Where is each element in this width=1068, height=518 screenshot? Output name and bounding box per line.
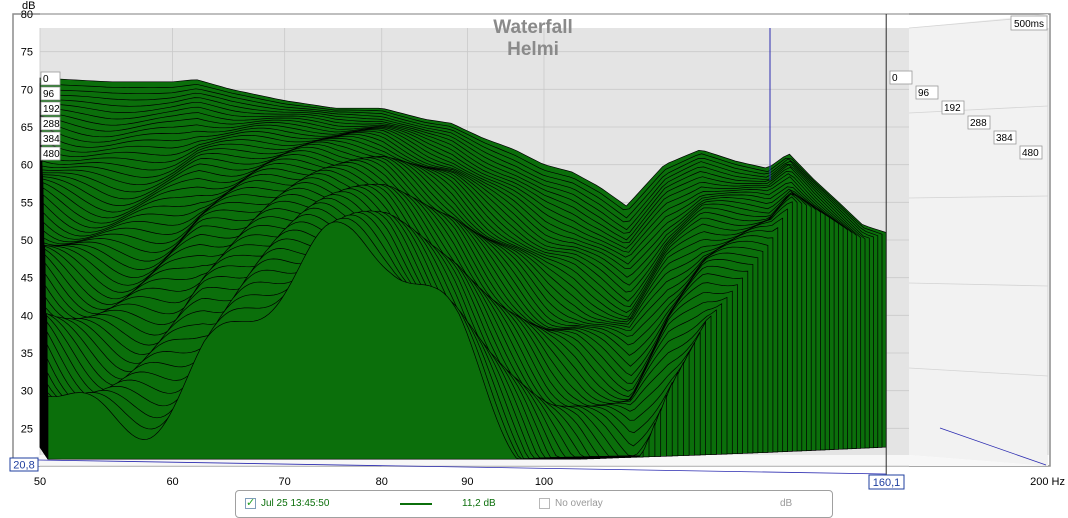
cursor-lines bbox=[37, 14, 1047, 475]
time-slice-label-right: 0 bbox=[892, 73, 898, 84]
time-slice-label-right: 288 bbox=[970, 118, 987, 129]
cursor-depth-line bbox=[939, 427, 1047, 466]
y-tick-label: 45 bbox=[21, 273, 33, 285]
trace-label: Jul 25 13:45:50 bbox=[261, 498, 330, 509]
time-slice-box-left bbox=[40, 146, 61, 161]
time-slice-label-right: 192 bbox=[944, 103, 961, 114]
x-axis-ticks: 50 60 70 80 90 100 200 Hz bbox=[34, 476, 1065, 488]
y-tick-label: 50 bbox=[21, 235, 33, 247]
depth-line bbox=[908, 105, 1049, 114]
cursor-y-readout-box[interactable] bbox=[9, 457, 39, 472]
cursor-y-readout: 20,8 bbox=[13, 460, 34, 472]
time-slice-box-left bbox=[40, 101, 61, 116]
chart-title: Waterfall bbox=[493, 17, 573, 38]
y-axis-ticks: 80757065605550454035302520 bbox=[21, 9, 33, 473]
overlay-label: No overlay bbox=[555, 498, 603, 509]
time-slice-box-right bbox=[967, 115, 991, 130]
depth-line bbox=[908, 195, 1049, 199]
time-slice-box-right bbox=[941, 100, 965, 115]
x-tick-label: 80 bbox=[376, 476, 388, 488]
y-tick-label: 70 bbox=[21, 84, 33, 96]
y-tick-label: 30 bbox=[21, 386, 33, 398]
waterfall-surface bbox=[39, 77, 887, 460]
x-tick-label: 90 bbox=[461, 476, 473, 488]
time-slice-label-right: 96 bbox=[918, 88, 930, 99]
y-tick-label: 55 bbox=[21, 197, 33, 209]
y-tick-label: 35 bbox=[21, 348, 33, 360]
right-wall bbox=[909, 14, 1048, 466]
time-slice-box-left bbox=[40, 131, 61, 146]
trace-value: 11,2 dB bbox=[462, 498, 496, 509]
time-axis-label: 500ms bbox=[1014, 19, 1044, 30]
x-tick-label: 60 bbox=[166, 476, 178, 488]
depth-line bbox=[908, 367, 1049, 377]
x-tick-label: 50 bbox=[34, 476, 46, 488]
x-tick-label: 200 Hz bbox=[1030, 476, 1065, 488]
time-slice-box-right bbox=[1019, 145, 1043, 160]
cursor-floor-line bbox=[37, 459, 887, 475]
depth-line bbox=[908, 282, 1049, 287]
time-slice-labels: 0 0 96 96 192 192 288 288 384 384 480 480 bbox=[40, 70, 1043, 161]
trace-line-swatch bbox=[400, 503, 432, 505]
time-slice-label-right: 480 bbox=[1022, 148, 1039, 159]
y-tick-label: 75 bbox=[21, 47, 33, 59]
x-tick-label: 70 bbox=[279, 476, 291, 488]
time-slice-box-right bbox=[889, 70, 913, 85]
x-tick-label: 100 bbox=[535, 476, 553, 488]
trace-checkbox[interactable] bbox=[245, 496, 256, 509]
overlay-unit: dB bbox=[780, 498, 793, 509]
time-slice-box-left bbox=[40, 71, 61, 86]
y-tick-label: 60 bbox=[21, 160, 33, 172]
cursor-x-readout-box[interactable] bbox=[868, 474, 905, 490]
y-tick-label: 80 bbox=[21, 9, 33, 21]
time-slice-label-left: 96 bbox=[43, 89, 55, 100]
time-slice-label-right: 384 bbox=[996, 133, 1013, 144]
time-slice-label-left: 480 bbox=[43, 149, 60, 160]
cursor-x-readout: 160,1 bbox=[873, 477, 901, 489]
time-axis-label-box bbox=[1010, 15, 1048, 31]
chart-subtitle: Helmi bbox=[507, 39, 559, 60]
y-axis-unit: dB bbox=[22, 0, 35, 12]
time-slice-label-left: 0 bbox=[43, 74, 49, 85]
legend-panel: Jul 25 13:45:50 11,2 dB No overlay dB bbox=[235, 490, 833, 518]
time-slice-label-left: 384 bbox=[43, 134, 60, 145]
time-slice-box-right bbox=[993, 130, 1017, 145]
overlay-checkbox[interactable] bbox=[539, 498, 550, 509]
y-tick-label: 25 bbox=[21, 423, 33, 435]
time-slice-box-left bbox=[40, 86, 61, 101]
time-slice-box-left bbox=[40, 116, 61, 131]
y-tick-label: 65 bbox=[21, 122, 33, 134]
time-slice-box-right bbox=[915, 85, 939, 100]
y-tick-label: 40 bbox=[21, 310, 33, 322]
time-slice-label-left: 288 bbox=[43, 119, 60, 130]
time-slice-label-left: 192 bbox=[43, 104, 60, 115]
waterfall-slice bbox=[47, 221, 581, 460]
